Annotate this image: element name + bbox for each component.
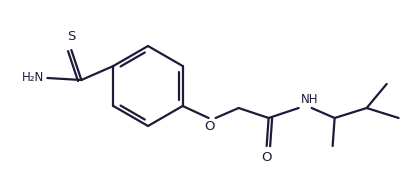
Text: O: O bbox=[204, 120, 214, 133]
Text: NH: NH bbox=[300, 93, 318, 106]
Text: S: S bbox=[67, 30, 75, 43]
Text: O: O bbox=[261, 151, 271, 164]
Text: H₂N: H₂N bbox=[22, 71, 44, 84]
